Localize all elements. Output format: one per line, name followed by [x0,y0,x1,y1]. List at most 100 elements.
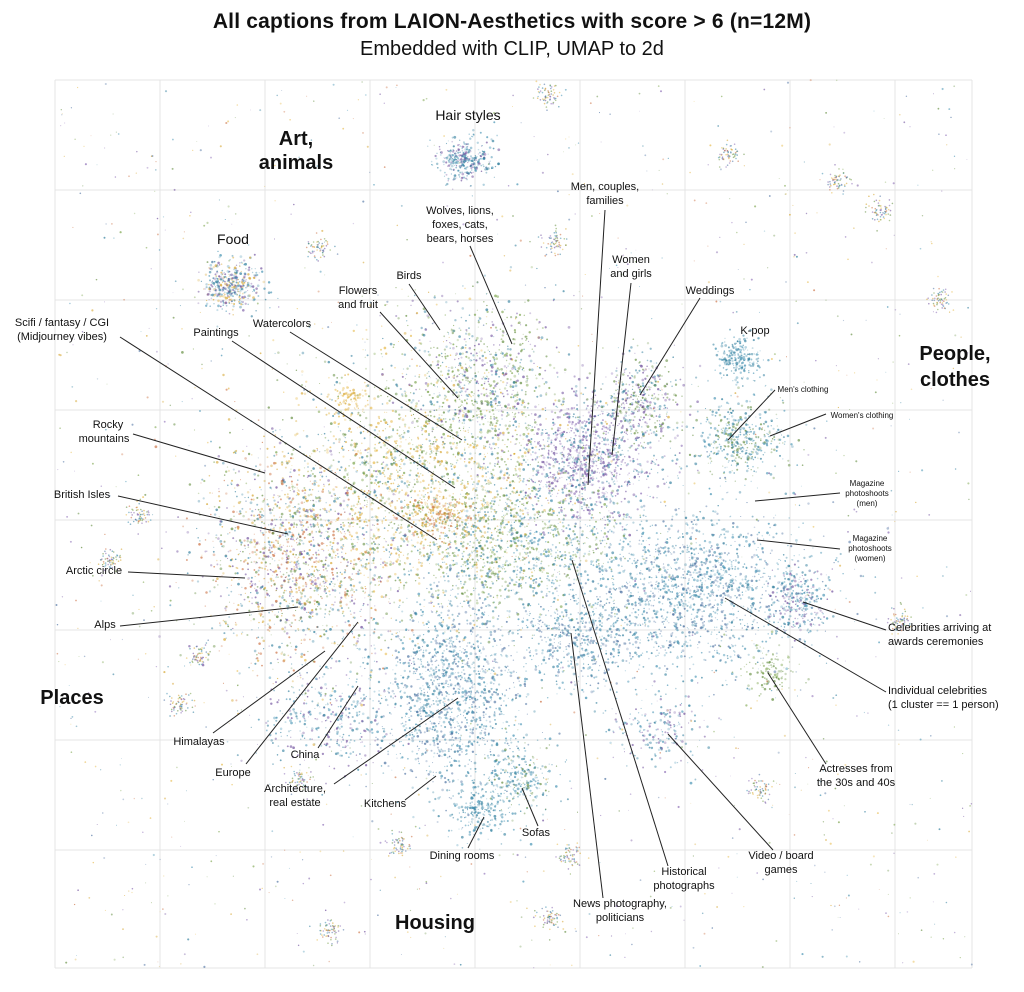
point-b2-4027 [591,507,594,511]
point-b3-4257 [689,605,692,609]
point-b0-1594 [499,434,501,436]
point-b1-2877 [564,499,567,502]
point-b0-803 [402,471,406,475]
point-b2-4097 [507,589,510,592]
point-b2-3361 [479,529,482,532]
point-b3-4488 [650,590,652,592]
point-b0-850 [408,514,411,516]
point-b2-3394 [475,561,477,563]
point-b0-248 [376,550,380,553]
point-b1-2965 [572,479,574,481]
point-b2-4081 [497,528,500,532]
point-b1-2317 [613,482,616,486]
point-b0-2159 [538,456,541,458]
point-b1-2397 [561,476,563,479]
point-b0-888 [352,466,355,469]
point-b0-1938 [240,560,242,562]
point-b2-3774 [520,587,523,589]
point-b1-3086 [565,495,568,497]
point-b0-188 [432,496,435,499]
point-b3-4350 [694,627,696,630]
point-b2-3484 [610,556,613,559]
point-b0-1530 [405,484,409,487]
point-b1-2593 [605,535,608,538]
point-b1-3188 [572,415,574,418]
point-b0-1300 [439,487,441,489]
point-b1-2647 [605,495,608,498]
point-b1-3049 [552,464,555,467]
point-b1-2305 [566,476,568,478]
point-b0-1308 [324,450,326,452]
point-b1-2744 [578,491,581,493]
point-b1-2928 [585,438,587,440]
point-b2-3864 [462,555,464,558]
point-b3-4495 [639,523,642,526]
point-b2-4078 [474,516,476,519]
point-b3-4698 [768,534,771,536]
point-b0-2058 [410,414,413,417]
point-b3-4967 [723,617,727,620]
point-b3-4451 [732,582,735,585]
point-b3-4810 [822,535,825,538]
point-b1-3110 [607,449,609,451]
point-b0-216 [370,481,373,485]
point-b0-1282 [375,425,378,429]
point-b1-2494 [577,409,579,412]
point-b0-133 [361,408,365,411]
point-b2-3945 [475,547,478,550]
point-b1-2628 [612,559,615,561]
point-b0-1088 [469,475,473,478]
point-b1-2859 [553,444,555,447]
point-b3-4700 [875,618,878,621]
point-b3-4556 [676,665,679,668]
point-b3-4216 [650,672,653,675]
point-b3-4609 [542,608,545,611]
point-b0-1733 [388,477,392,480]
point-b0-1547 [328,590,331,593]
point-b3-4508 [645,515,647,518]
point-b2-3693 [606,516,609,518]
point-b0-214 [512,364,515,367]
point-b0-1851 [251,494,254,497]
point-b0-838 [455,629,459,633]
point-b0-1697 [175,455,177,457]
point-b1-2249 [565,458,569,462]
point-b0-182 [372,469,376,472]
point-b1-2804 [566,431,568,434]
point-b3-4872 [720,624,722,627]
point-b2-3249 [478,519,481,523]
point-b1-2745 [559,472,562,475]
point-b0-1269 [541,596,545,599]
point-b1-2515 [557,478,559,480]
point-b0-448 [393,450,397,453]
point-b2-3836 [467,596,469,598]
point-b3-4874 [626,594,628,596]
point-b0-1037 [535,578,538,580]
point-b1-3077 [564,372,566,374]
point-b0-1607 [415,474,418,477]
point-b2-4041 [480,536,482,538]
point-b3-4803 [634,600,637,603]
point-b0-381 [609,470,611,473]
point-b0-955 [359,449,362,451]
point-b0-2128 [362,472,364,474]
point-b0-2149 [479,467,482,470]
point-b0-1332 [419,481,422,484]
point-b2-3818 [518,628,521,631]
point-b0-1763 [323,445,325,447]
point-b0-215 [343,487,345,489]
point-b1-2967 [592,471,596,475]
point-b1-3059 [545,461,548,464]
point-b2-3327 [518,506,520,508]
point-b0-1637 [364,349,366,351]
point-b1-2610 [646,475,650,478]
point-b1-3082 [556,433,559,436]
point-b0-1168 [464,464,468,468]
point-b3-4263 [677,537,680,539]
point-b0-2160 [423,373,427,377]
point-b3-4809 [601,569,605,572]
point-b1-2814 [584,386,587,389]
point-b3-4534 [632,622,634,625]
point-b0-1635 [388,487,392,491]
point-b2-3928 [507,546,509,549]
